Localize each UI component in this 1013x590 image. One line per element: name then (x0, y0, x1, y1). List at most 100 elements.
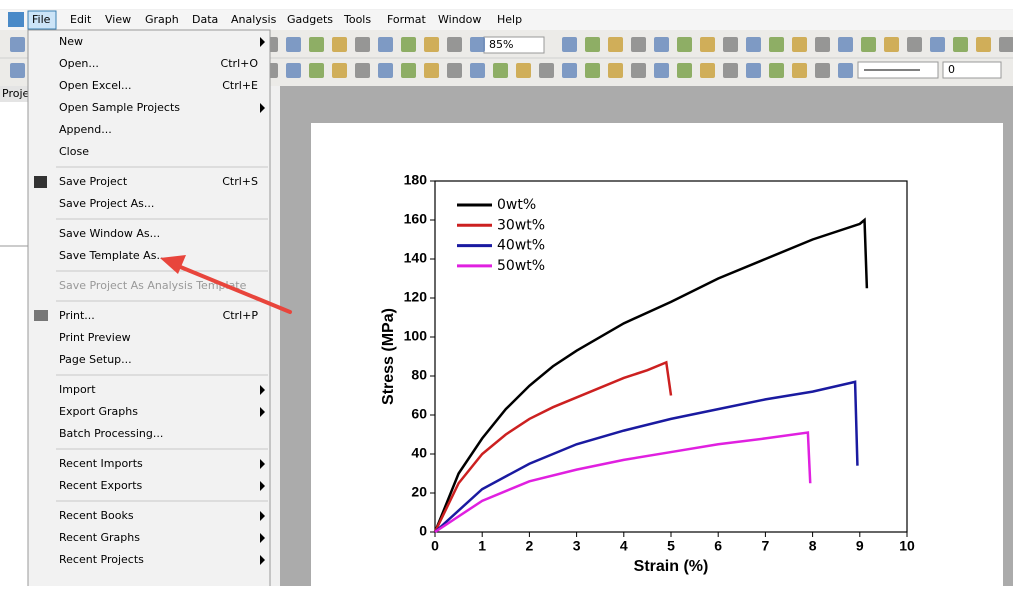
toolbar-button[interactable] (378, 63, 393, 78)
menu-item-label[interactable]: Export Graphs (59, 405, 138, 418)
toolbar-button[interactable] (700, 63, 715, 78)
toolbar-button[interactable] (470, 63, 485, 78)
toolbar-button[interactable] (539, 63, 554, 78)
menu-item[interactable]: Graph (145, 13, 179, 26)
toolbar-button[interactable] (585, 63, 600, 78)
menu-item-label[interactable]: Recent Projects (59, 553, 144, 566)
toolbar-button[interactable] (493, 63, 508, 78)
x-tick-label: 9 (856, 538, 864, 554)
toolbar-button[interactable] (562, 63, 577, 78)
menu-item[interactable]: Gadgets (287, 13, 333, 26)
menu-item-label[interactable]: Open Sample Projects (59, 101, 180, 114)
panel-header (0, 86, 28, 102)
menu-item-label[interactable]: Save Project (59, 175, 128, 188)
menu-item-label[interactable]: Recent Books (59, 509, 134, 522)
menu-highlight (27, 10, 57, 30)
toolbar-button[interactable] (861, 37, 876, 52)
toolbar-button[interactable] (10, 37, 25, 52)
toolbar-button[interactable] (769, 37, 784, 52)
toolbar-button[interactable] (838, 37, 853, 52)
menu-item-label[interactable]: Save Window As... (59, 227, 160, 240)
menu-item[interactable]: View (105, 13, 131, 26)
toolbar-button[interactable] (815, 63, 830, 78)
menu-item-label[interactable]: Append... (59, 123, 112, 136)
menu-item-label[interactable]: Recent Exports (59, 479, 143, 492)
toolbar-button[interactable] (723, 37, 738, 52)
menu-item[interactable]: Edit (70, 13, 92, 26)
toolbar-button[interactable] (976, 37, 991, 52)
toolbar-button[interactable] (838, 63, 853, 78)
toolbar-button[interactable] (884, 37, 899, 52)
menu-item-label[interactable]: Batch Processing... (59, 427, 163, 440)
toolbar-button[interactable] (953, 37, 968, 52)
toolbar-button[interactable] (355, 63, 370, 78)
toolbar-button[interactable] (378, 37, 393, 52)
toolbar-button[interactable] (746, 63, 761, 78)
toolbar-button[interactable] (999, 37, 1013, 52)
menu-item-label[interactable]: Close (59, 145, 89, 158)
toolbar-button[interactable] (815, 37, 830, 52)
menu-item-label[interactable]: Open Excel... (59, 79, 132, 92)
toolbar-button[interactable] (309, 63, 324, 78)
menu-item-label[interactable]: Recent Imports (59, 457, 143, 470)
y-tick-label: 40 (411, 445, 427, 461)
menu-item[interactable]: Analysis (231, 13, 277, 26)
toolbar-button[interactable] (332, 63, 347, 78)
toolbar-button[interactable] (355, 37, 370, 52)
toolbar-button[interactable] (424, 37, 439, 52)
menu-item-label[interactable]: Open... (59, 57, 99, 70)
menu-item-label[interactable]: Print... (59, 309, 95, 322)
toolbar-button[interactable] (562, 37, 577, 52)
menu-item-label[interactable]: Import (59, 383, 96, 396)
toolbar-button[interactable] (769, 63, 784, 78)
toolbar-button[interactable] (332, 37, 347, 52)
toolbar-button[interactable] (286, 63, 301, 78)
menu-icon (8, 12, 24, 27)
toolbar-button[interactable] (585, 37, 600, 52)
graph-page (311, 123, 1003, 586)
submenu-arrow (260, 385, 265, 395)
menu-item[interactable]: File (32, 13, 51, 26)
menu-item[interactable]: Tools (343, 13, 371, 26)
toolbar-button[interactable] (286, 37, 301, 52)
toolbar-button[interactable] (907, 37, 922, 52)
toolbar-button[interactable] (424, 63, 439, 78)
toolbar-button[interactable] (631, 37, 646, 52)
menu-item[interactable]: Window (438, 13, 481, 26)
toolbar-button[interactable] (723, 63, 738, 78)
toolbar-button[interactable] (746, 37, 761, 52)
toolbar-button[interactable] (470, 37, 485, 52)
toolbar-button[interactable] (631, 63, 646, 78)
menu-item-label[interactable]: Save Project As... (59, 197, 154, 210)
toolbar-button[interactable] (401, 37, 416, 52)
menu-item-label[interactable]: Save Template As... (59, 249, 167, 262)
menu-item[interactable]: Data (192, 13, 218, 26)
toolbar-button[interactable] (309, 37, 324, 52)
toolbar-button[interactable] (792, 37, 807, 52)
toolbar-button[interactable] (10, 63, 25, 78)
toolbar-button[interactable] (792, 63, 807, 78)
menu-item[interactable]: Help (497, 13, 522, 26)
menu-item-label[interactable]: New (59, 35, 83, 48)
zoom-value[interactable]: 85% (489, 38, 513, 51)
menu-item-label[interactable]: Recent Graphs (59, 531, 140, 544)
toolbar-button[interactable] (677, 63, 692, 78)
menu-item[interactable]: Format (387, 13, 426, 26)
toolbar-button[interactable] (401, 63, 416, 78)
toolbar-button[interactable] (516, 63, 531, 78)
menu-item-label[interactable]: Page Setup... (59, 353, 132, 366)
combo-value[interactable]: 0 (948, 63, 955, 76)
toolbar-button[interactable] (654, 63, 669, 78)
project-panel (0, 86, 28, 586)
toolbar-button[interactable] (608, 37, 623, 52)
toolbar-button[interactable] (608, 63, 623, 78)
toolbar-button[interactable] (700, 37, 715, 52)
menu-item-label[interactable]: Print Preview (59, 331, 131, 344)
toolbar-button[interactable] (930, 37, 945, 52)
toolbar-button[interactable] (447, 63, 462, 78)
toolbar-button[interactable] (677, 37, 692, 52)
toolbar-button[interactable] (654, 37, 669, 52)
toolbar-button[interactable] (447, 37, 462, 52)
panel-tab[interactable]: Proje (2, 87, 30, 100)
value-combo[interactable] (942, 61, 1002, 79)
